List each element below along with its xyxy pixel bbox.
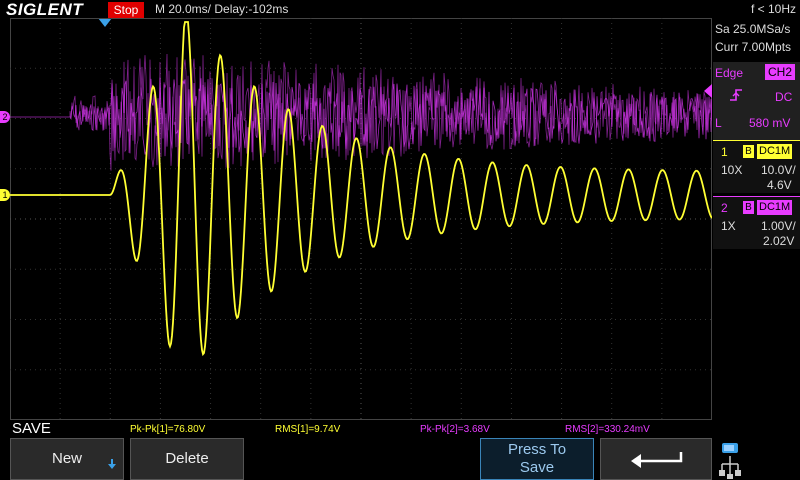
return-arrow-icon xyxy=(631,452,683,468)
menu-title: SAVE xyxy=(12,420,51,437)
measurement-ch1-pkpk: Pk-Pk[1]=76.80V xyxy=(130,424,206,435)
ch1-waveform xyxy=(10,21,712,357)
ch2-level-marker[interactable]: 2 xyxy=(0,111,10,123)
timebase-readout[interactable]: M 20.0ms/ Delay:-102ms xyxy=(155,2,289,16)
delete-button[interactable]: Delete xyxy=(130,438,244,480)
ch2-waveform xyxy=(10,53,712,171)
ch2-offset: 2.02V xyxy=(763,234,795,248)
trigger-coupling: DC xyxy=(775,90,793,104)
ch2-scale: 1.00V/ xyxy=(761,219,796,233)
ch1-scale: 10.0V/ xyxy=(761,163,796,177)
ch1-level-marker[interactable]: 1 xyxy=(0,189,10,201)
ch1-offset: 4.6V xyxy=(767,178,792,192)
measurement-ch2-rms: RMS[2]=330.24mV xyxy=(565,424,650,435)
ch1-probe: 10X xyxy=(721,163,743,177)
trigger-type: Edge xyxy=(715,66,744,80)
ch2-bw-limit-badge: B xyxy=(743,201,754,214)
ch1-info[interactable]: 1 B DC1M 10X 10.0V/ 4.6V xyxy=(713,140,800,193)
ch1-bw-limit-badge: B xyxy=(743,145,754,158)
run-stop-indicator[interactable]: Stop xyxy=(108,2,144,18)
trigger-level-marker-icon xyxy=(704,84,712,98)
press-to-save-button[interactable]: Press To Save xyxy=(480,438,594,480)
brand-logo: SIGLENT xyxy=(6,0,84,19)
ch1-trace xyxy=(10,21,712,357)
trigger-source: CH2 xyxy=(765,64,796,80)
trigger-level-prefix: L xyxy=(715,116,722,130)
info-panel: Sa 25.0MSa/s Curr 7.00Mpts Edge CH2 DC L… xyxy=(713,20,800,420)
back-button[interactable] xyxy=(600,438,712,480)
sample-rate: Sa 25.0MSa/s xyxy=(715,22,791,36)
memory-depth: Curr 7.00Mpts xyxy=(715,40,792,54)
measurement-ch1-rms: RMS[1]=9.74V xyxy=(275,424,341,435)
press-to-save-line2: Save xyxy=(519,459,555,476)
ch2-trace xyxy=(10,77,712,157)
new-button-label: New xyxy=(51,450,82,467)
rising-edge-icon xyxy=(730,89,742,101)
ch2-coupling: DC1M xyxy=(757,200,793,215)
ch1-coupling: DC1M xyxy=(757,144,793,159)
ch2-info[interactable]: 2 B DC1M 1X 1.00V/ 2.02V xyxy=(713,196,800,249)
waveform-display[interactable] xyxy=(10,18,712,420)
chevron-down-icon xyxy=(108,459,116,469)
press-to-save-line1: Press To xyxy=(507,441,567,458)
usb-storage-icon[interactable] xyxy=(718,442,798,480)
ch2-probe: 1X xyxy=(721,219,736,233)
new-button[interactable]: New xyxy=(10,438,124,480)
ch1-number: 1 xyxy=(721,145,728,159)
trigger-panel[interactable]: Edge CH2 DC L 580 mV xyxy=(713,62,800,152)
ch2-trace xyxy=(69,53,712,171)
measurement-ch2-pkpk: Pk-Pk[2]=3.68V xyxy=(420,424,490,435)
graticule-grid xyxy=(10,18,712,420)
trigger-level: 580 mV xyxy=(749,116,791,130)
frequency-counter: f < 10Hz xyxy=(750,2,796,16)
ch2-number: 2 xyxy=(721,201,728,215)
top-status-bar: SIGLENT Stop M 20.0ms/ Delay:-102ms f < … xyxy=(0,0,800,27)
trigger-position-marker-icon xyxy=(98,18,112,27)
